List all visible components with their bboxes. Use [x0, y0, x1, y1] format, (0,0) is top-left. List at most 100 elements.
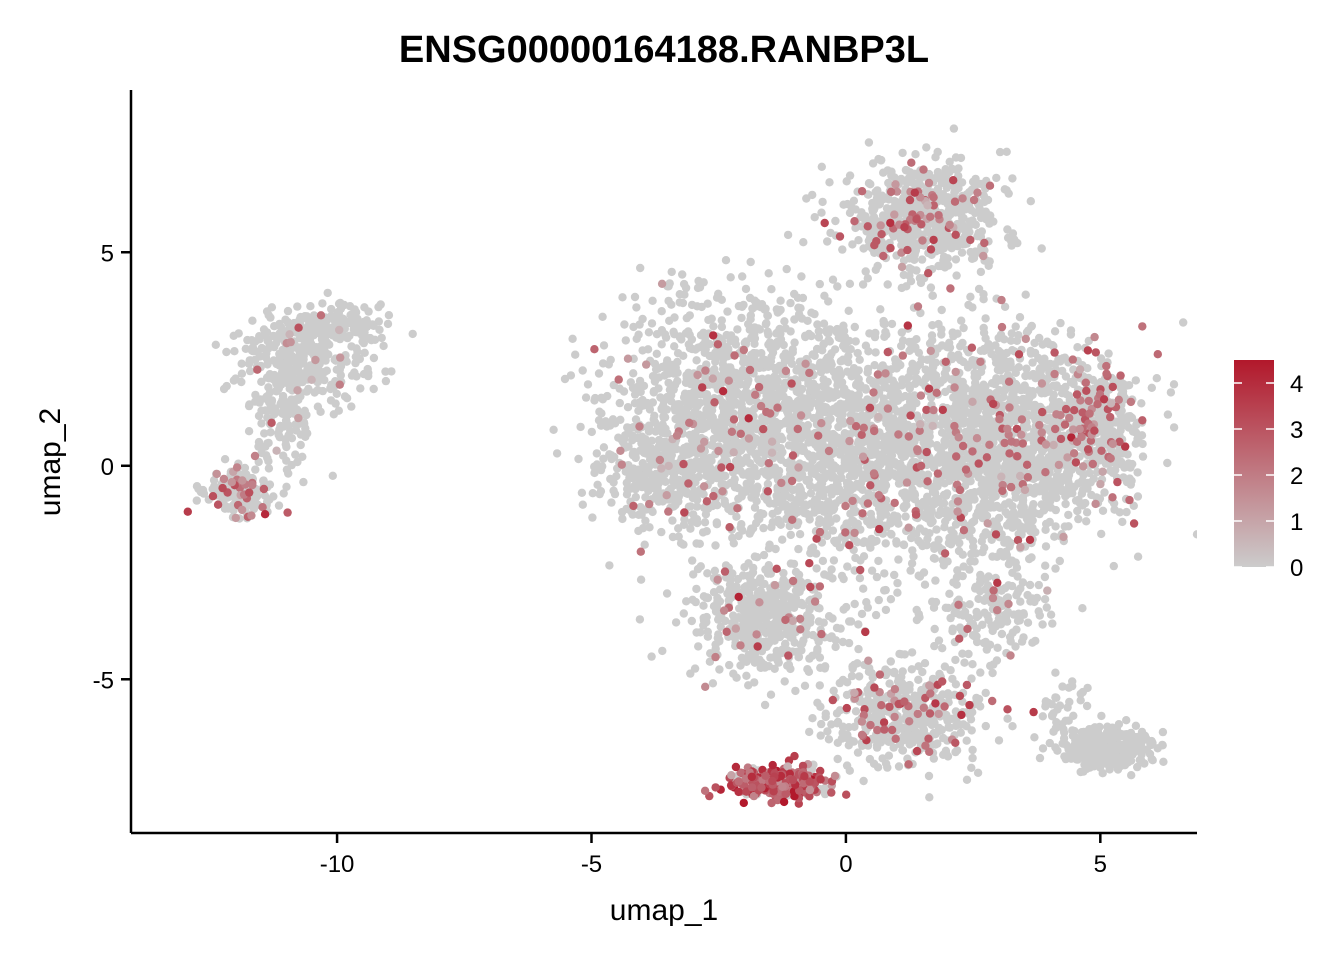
- cell-point: [675, 298, 684, 307]
- cell-point: [770, 363, 780, 373]
- cell-point: [1106, 466, 1115, 475]
- cell-point: [759, 550, 769, 560]
- cell-point: [279, 489, 288, 498]
- cell-point: [882, 413, 891, 422]
- cell-point: [340, 392, 350, 401]
- cell-point: [770, 470, 779, 479]
- cell-point: [712, 518, 721, 527]
- cell-point: [970, 557, 979, 566]
- cell-point: [668, 441, 677, 451]
- cell-point: [671, 363, 680, 372]
- cell-point: [1089, 474, 1099, 483]
- cell-point: [883, 280, 892, 289]
- cell-point: [892, 382, 901, 391]
- cell-point: [820, 291, 829, 300]
- cell-point: [687, 344, 697, 354]
- cell-point: [907, 559, 917, 568]
- cell-point: [377, 333, 386, 343]
- cell-point: [346, 310, 355, 320]
- cell-point: [768, 509, 777, 519]
- cell-point: [827, 565, 836, 574]
- cell-point: [1051, 522, 1060, 531]
- cell-point: [809, 508, 819, 517]
- cell-point: [654, 384, 663, 393]
- cell-point: [1169, 423, 1179, 432]
- cell-point: [350, 368, 359, 377]
- cell-point: [823, 377, 832, 387]
- cell-point: [969, 356, 978, 365]
- cell-point: [737, 492, 746, 501]
- cell-point: [560, 374, 570, 384]
- cell-point: [681, 283, 691, 293]
- cell-point: [832, 514, 841, 523]
- cell-point: [793, 396, 803, 406]
- cell-point: [273, 373, 283, 382]
- cell-point: [209, 476, 219, 485]
- cell-point: [786, 470, 795, 479]
- cell-point: [599, 341, 609, 350]
- cell-point: [855, 355, 864, 364]
- cell-point: [968, 303, 977, 312]
- cell-point: [630, 292, 640, 302]
- cell-point: [1074, 514, 1083, 524]
- cell-point: [837, 473, 846, 483]
- cell-point: [983, 468, 992, 477]
- cell-point: [1043, 415, 1052, 425]
- cell-point: [320, 320, 329, 329]
- cell-point: [328, 331, 337, 340]
- cell-point: [598, 312, 607, 321]
- cell-point: [729, 539, 738, 548]
- cell-point: [898, 463, 907, 473]
- cell-point: [282, 456, 291, 465]
- cell-point: [743, 358, 752, 367]
- cell-point: [743, 407, 752, 416]
- cell-point: [770, 393, 779, 402]
- cell-point: [901, 512, 910, 521]
- cell-point: [697, 302, 706, 312]
- cell-point: [1031, 527, 1040, 537]
- cell-point: [935, 458, 944, 467]
- cell-point: [831, 463, 841, 472]
- cell-point: [1097, 529, 1106, 539]
- cell-point: [726, 478, 735, 488]
- cell-point: [297, 370, 307, 379]
- cell-point: [898, 148, 907, 158]
- cell-point: [912, 473, 922, 483]
- cell-point: [805, 515, 814, 524]
- cell-point: [711, 541, 720, 550]
- cell-point: [934, 510, 943, 520]
- cell-point: [629, 447, 639, 457]
- cell-point: [807, 308, 816, 317]
- cell-point: [711, 353, 720, 362]
- cell-point: [658, 437, 667, 447]
- cell-point: [1030, 460, 1040, 470]
- cell-point: [850, 322, 859, 332]
- cell-point: [678, 467, 687, 476]
- cell-point: [851, 337, 860, 346]
- cell-point: [923, 355, 932, 364]
- cell-point: [762, 319, 771, 328]
- cell-point: [866, 451, 875, 460]
- cell-point: [264, 464, 274, 473]
- cell-point: [857, 609, 867, 619]
- cell-point: [802, 476, 811, 486]
- cell-point: [889, 414, 898, 423]
- cell-point: [347, 402, 356, 411]
- cell-point: [953, 329, 962, 338]
- cell-point: [283, 306, 293, 316]
- cell-point: [1116, 426, 1125, 435]
- cell-point: [375, 325, 384, 334]
- cell-point: [248, 343, 258, 352]
- cell-point: [780, 317, 789, 326]
- cell-point: [661, 333, 671, 342]
- cell-point: [240, 463, 250, 473]
- cell-point: [1038, 447, 1047, 456]
- cell-point: [849, 504, 858, 514]
- cell-point: [724, 349, 733, 358]
- cell-point: [700, 518, 710, 527]
- cell-point: [244, 401, 254, 411]
- cell-point: [617, 507, 627, 517]
- cell-point: [750, 404, 759, 413]
- cell-point: [678, 406, 687, 415]
- cell-point: [1125, 474, 1134, 483]
